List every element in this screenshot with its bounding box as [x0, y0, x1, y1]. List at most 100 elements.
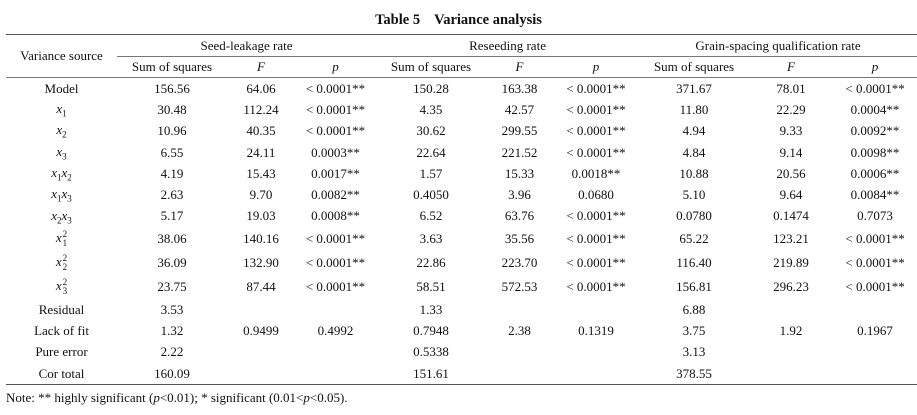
sum-of-squares-cell: 1.57 [419, 165, 443, 181]
header-group-seed-leakage: Seed-leakage rate [117, 34, 377, 57]
variable-symbol: x [56, 122, 63, 138]
p-value-cell: 0.0084** [850, 187, 900, 203]
p-value-cell: 0.0680 [578, 187, 614, 203]
table-row: Residual 3.53 1.33 6.88 [6, 299, 917, 320]
p-value-cell: < 0.0001** [305, 231, 366, 247]
f-value-cell: 123.21 [773, 231, 809, 247]
f-value-cell: 299.55 [501, 123, 538, 139]
sum-of-squares-cell: 150.28 [413, 80, 449, 96]
sum-of-squares-cell: 22.86 [416, 255, 446, 271]
p-value-cell: < 0.0001** [566, 123, 626, 139]
f-value-cell: 163.38 [501, 80, 538, 96]
sum-of-squares-cell: 3.75 [682, 323, 706, 339]
p-value-cell: 0.7073 [857, 208, 893, 224]
p-value-cell: < 0.0001** [566, 101, 626, 117]
p-value-cell: 0.4992 [317, 323, 354, 339]
p-value-cell: 0.0018** [571, 165, 621, 181]
p-value-cell: < 0.0001** [845, 255, 905, 271]
note-text-b2: <0.05). [309, 390, 348, 405]
f-value-cell [227, 342, 295, 363]
header-f: F [486, 56, 554, 78]
p-value-cell: < 0.0001** [305, 279, 366, 295]
sum-of-squares-cell: 23.75 [157, 279, 187, 295]
p-value-cell: 0.1319 [578, 323, 614, 339]
f-value-cell: 22.29 [776, 101, 806, 117]
table-title: Table 5 Variance analysis [0, 12, 917, 29]
note-p-a: p [153, 390, 160, 405]
f-value-cell: 2.38 [508, 323, 531, 339]
subscript: 3 [67, 215, 72, 226]
sum-of-squares-cell: 30.62 [416, 123, 446, 139]
f-value-cell: 140.16 [243, 231, 279, 247]
f-value-cell: 35.56 [504, 231, 535, 247]
variance-source-cell: x2 [6, 121, 117, 142]
f-value-cell: 112.24 [243, 101, 279, 117]
sum-of-squares-cell: 10.88 [679, 165, 709, 181]
f-value-cell: 0.1474 [773, 208, 809, 224]
variable-symbol: x [51, 186, 57, 202]
p-value-cell [553, 362, 640, 386]
sum-of-squares-cell: 10.96 [157, 123, 187, 139]
header-f: F [749, 56, 834, 78]
p-value-cell: 0.0008** [311, 208, 360, 224]
sum-of-squares-cell: 0.7948 [413, 323, 449, 339]
variable-symbol: x [61, 165, 68, 181]
f-value-cell [486, 362, 554, 386]
header-p: p [295, 56, 377, 78]
f-value-cell: 9.70 [249, 187, 273, 203]
header-sum-of-squares: Sum of squares [639, 56, 750, 78]
header-group-grain-spacing: Grain-spacing qualification rate [639, 34, 917, 57]
sum-of-squares-cell: 38.06 [157, 231, 187, 247]
variance-source-cell: Cor total [6, 362, 117, 386]
p-value-cell: 0.0006** [850, 165, 900, 181]
table-row: x 2 2 36.09 132.90 < 0.0001** 22.86 223.70 < 0.0… [6, 251, 917, 275]
subscript: 2 [62, 130, 67, 141]
variable-symbol: x [56, 143, 63, 159]
variable-symbol: x [51, 207, 57, 223]
variance-source-cell: x1x2 [6, 163, 117, 184]
sum-of-squares-cell: 3.53 [160, 301, 184, 317]
variance-source-cell: x3 [6, 142, 117, 163]
f-value-cell: 219.89 [773, 255, 809, 271]
p-value-cell: 0.0082** [311, 187, 360, 203]
sum-of-squares-cell: 4.35 [419, 101, 443, 117]
p-value-cell: < 0.0001** [305, 80, 366, 96]
subscript: 2 [57, 215, 62, 226]
variance-analysis-table: Variance source Seed-leakage rate Reseed… [6, 34, 917, 386]
sum-of-squares-cell: 4.19 [160, 165, 184, 181]
sum-of-squares-cell: 11.80 [679, 101, 709, 117]
table-note: Note: ** highly significant (p<0.01); * … [6, 390, 348, 406]
p-value-cell: 0.0098** [850, 144, 900, 160]
p-value-cell: < 0.0001** [566, 255, 626, 271]
sum-of-squares-cell: 6.55 [160, 144, 184, 160]
sum-of-squares-cell: 0.4050 [413, 187, 449, 203]
variance-source-cell: x2x3 [6, 206, 117, 227]
f-value-cell: 9.33 [779, 123, 803, 139]
sum-of-squares-cell: 156.56 [154, 80, 190, 96]
p-value-cell [833, 342, 917, 363]
variable-symbol: x [55, 254, 62, 270]
subscript: 2 [62, 262, 68, 273]
sum-of-squares-cell: 160.09 [117, 362, 227, 386]
table-row: x 2 1 38.06 140.16 < 0.0001** 3.63 35.56 < 0.000… [6, 227, 917, 251]
p-value-cell: < 0.0001** [566, 208, 626, 224]
header-group-reseeding: Reseeding rate [376, 34, 640, 57]
f-value-cell: 3.96 [508, 187, 531, 203]
sum-of-squares-cell: 5.17 [160, 208, 184, 224]
sum-of-squares-cell: 65.22 [679, 231, 709, 247]
variance-source-cell: Pure error [35, 344, 88, 360]
sum-of-squares-cell: 6.88 [682, 301, 706, 317]
table-row: x2 10.96 40.35 < 0.0001** 30.62 299.55 < 0.000… [6, 121, 917, 142]
sum-of-squares-cell: 378.55 [639, 362, 750, 386]
p-value-cell [833, 362, 917, 386]
table-row: x2x3 5.17 19.03 0.0008** 6.52 63.76 < 0.0001**… [6, 206, 917, 227]
sum-of-squares-cell: 0.5338 [413, 344, 449, 360]
variable-symbol: x [55, 230, 62, 246]
header-variance-source: Variance source [6, 34, 117, 78]
p-value-cell: < 0.0001** [566, 80, 626, 96]
f-value-cell: 64.06 [246, 80, 276, 96]
sum-of-squares-cell: 2.22 [160, 344, 184, 360]
table-row: x 2 3 23.75 87.44 < 0.0001** 58.51 572.53 < 0.00… [6, 275, 917, 299]
subscript: 3 [62, 286, 68, 297]
p-value-cell: 0.0003** [311, 144, 360, 160]
